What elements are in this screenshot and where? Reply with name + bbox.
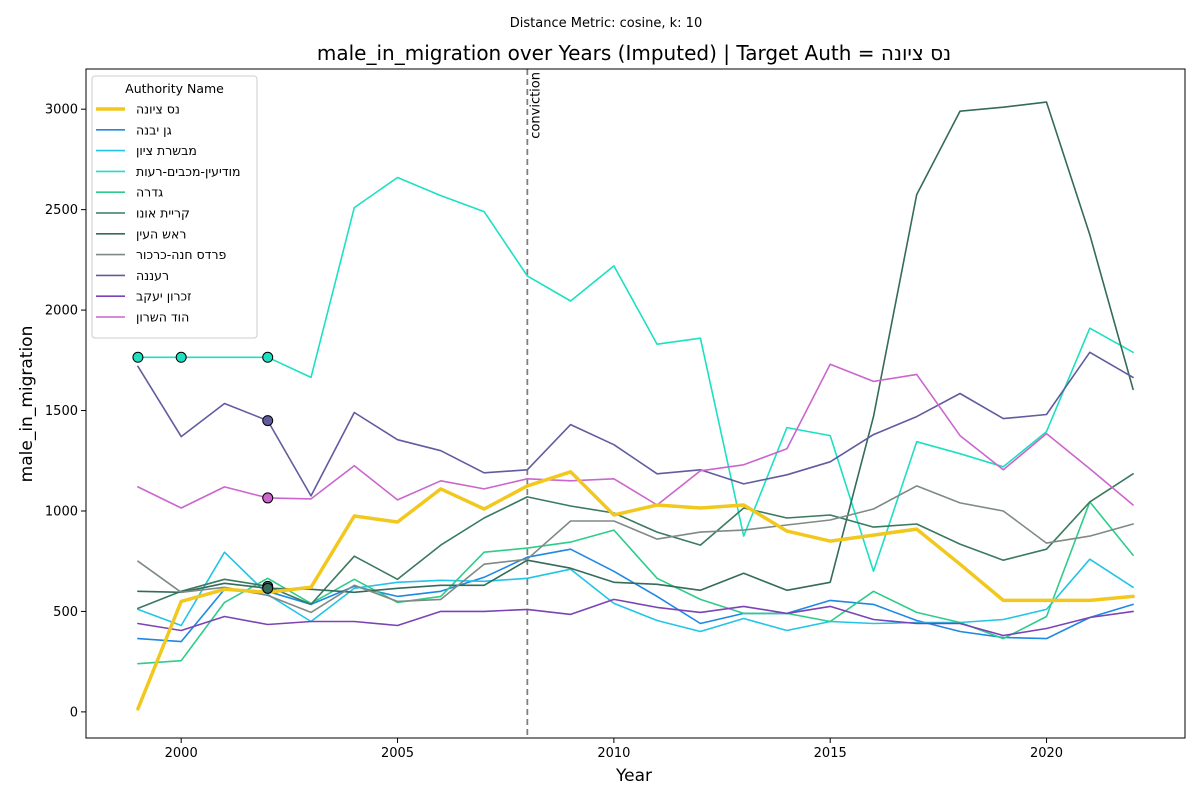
y-tick-label: 2000 (45, 304, 78, 319)
series-line (137, 548, 1134, 643)
series-line (137, 551, 1134, 633)
legend-entry: קריית אונו (136, 206, 190, 221)
series-line (137, 176, 1134, 573)
imputed-point (262, 351, 274, 363)
legend-entry: ראש העין (136, 226, 186, 241)
y-axis-label: male_in_migration (17, 326, 37, 483)
plot-frame (85, 68, 1186, 739)
legend: Authority Name נס ציונה גן יבנה מבשרת ציון מ… (91, 75, 258, 339)
imputed-point (262, 582, 274, 594)
imputed-point (175, 351, 187, 363)
conviction-label: conviction (528, 72, 543, 139)
chart-suptitle: Distance Metric: cosine, k: 10 (510, 16, 702, 31)
y-tick-label: 0 (70, 705, 78, 720)
legend-entry: גדרה (136, 185, 163, 200)
x-axis-label: Year (615, 766, 652, 786)
series-line (137, 101, 1134, 594)
y-tick-label: 3000 (45, 103, 78, 118)
series-line (137, 351, 1134, 497)
legend-entry: רעננה (136, 268, 169, 283)
y-tick-label: 2500 (45, 203, 78, 218)
series-line (137, 363, 1134, 509)
legend-entry: זכרון יעקב (136, 289, 192, 304)
plot-area: 2000 2005 2010 2015 2020 0 500 1000 1500 2000 2500… (45, 68, 1186, 761)
y-tick-label: 1500 (45, 404, 78, 419)
legend-entry: הוד השרון (136, 310, 189, 325)
legend-entry: מבשרת ציון (136, 143, 197, 158)
x-tick-label: 2015 (814, 746, 847, 761)
legend-entry: נס ציונה (136, 102, 180, 117)
legend-entry: גן יבנה (136, 122, 172, 137)
series-line (137, 485, 1134, 614)
series-line (137, 472, 1134, 610)
x-tick-label: 2010 (597, 746, 630, 761)
series-line (137, 598, 1134, 637)
y-tick-label: 500 (53, 605, 78, 620)
y-tick-label: 1000 (45, 504, 78, 519)
legend-title: Authority Name (125, 81, 224, 96)
legend-entry: מודיעין-מכבים-רעות (136, 164, 240, 179)
imputed-point (262, 492, 274, 504)
x-tick-label: 2005 (381, 746, 414, 761)
x-tick-label: 2020 (1030, 746, 1063, 761)
legend-entry: פרדס חנה-כרכור (136, 247, 227, 262)
chart-title: male_in_migration over Years (Imputed) |… (317, 41, 951, 65)
series-line (136, 470, 1135, 711)
x-tick-label: 2000 (165, 746, 198, 761)
imputed-point (262, 415, 274, 427)
legend-box (91, 75, 258, 339)
imputed-point (132, 351, 144, 363)
